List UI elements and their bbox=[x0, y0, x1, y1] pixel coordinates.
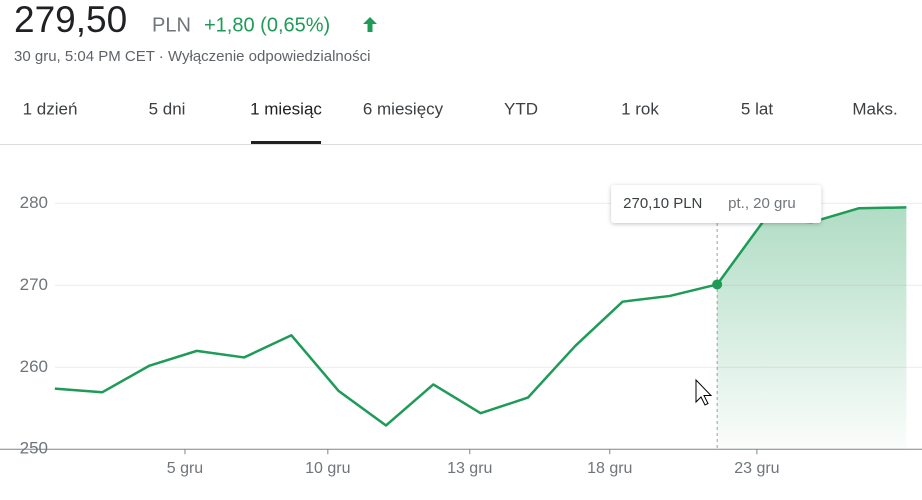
price: 279,50 bbox=[14, 0, 127, 40]
tab[interactable]: 6 miesięcy bbox=[363, 99, 444, 118]
subtitle: 30 gru, 5:04 PM CET · Wyłączenie odpowie… bbox=[14, 48, 370, 65]
tab[interactable]: Maks. bbox=[852, 99, 897, 118]
y-tick-label: 270 bbox=[20, 275, 48, 294]
x-tick-label: 5 gru bbox=[167, 460, 203, 477]
tab[interactable]: 1 rok bbox=[621, 99, 659, 118]
tab[interactable]: 1 dzień bbox=[23, 99, 78, 118]
tooltip-price: 270,10 PLN bbox=[623, 195, 702, 212]
hover-point bbox=[712, 279, 723, 290]
up-arrow bbox=[363, 17, 377, 32]
change: +1,80 (0,65%) bbox=[204, 14, 330, 36]
y-tick-label: 250 bbox=[20, 439, 48, 458]
x-tick-label: 13 gru bbox=[447, 460, 492, 477]
tab[interactable]: YTD bbox=[504, 99, 538, 118]
tab[interactable]: 5 lat bbox=[741, 99, 773, 118]
plot: 250 260 270 280 5 gru 10 gru 13 gru 18 gru 23 gr… bbox=[0, 185, 922, 477]
tooltip-date: pt., 20 gru bbox=[728, 195, 796, 212]
tab-underline bbox=[251, 141, 321, 145]
cursor bbox=[695, 378, 713, 406]
x-tick-label: 23 gru bbox=[734, 460, 779, 477]
currency: PLN bbox=[152, 14, 191, 36]
area-fill bbox=[717, 207, 907, 450]
x-tick-label: 18 gru bbox=[587, 460, 632, 477]
y-tick-label: 260 bbox=[20, 357, 48, 376]
range-tabs: 1 dzień 5 dni 1 miesiąc 6 miesięcy YTD 1 rok 5… bbox=[23, 99, 898, 145]
y-tick-label: 280 bbox=[20, 193, 48, 212]
x-tick-label: 10 gru bbox=[305, 460, 350, 477]
tab[interactable]: 1 miesiąc bbox=[250, 99, 322, 118]
tab[interactable]: 5 dni bbox=[149, 99, 186, 118]
tooltip-box bbox=[611, 185, 822, 223]
